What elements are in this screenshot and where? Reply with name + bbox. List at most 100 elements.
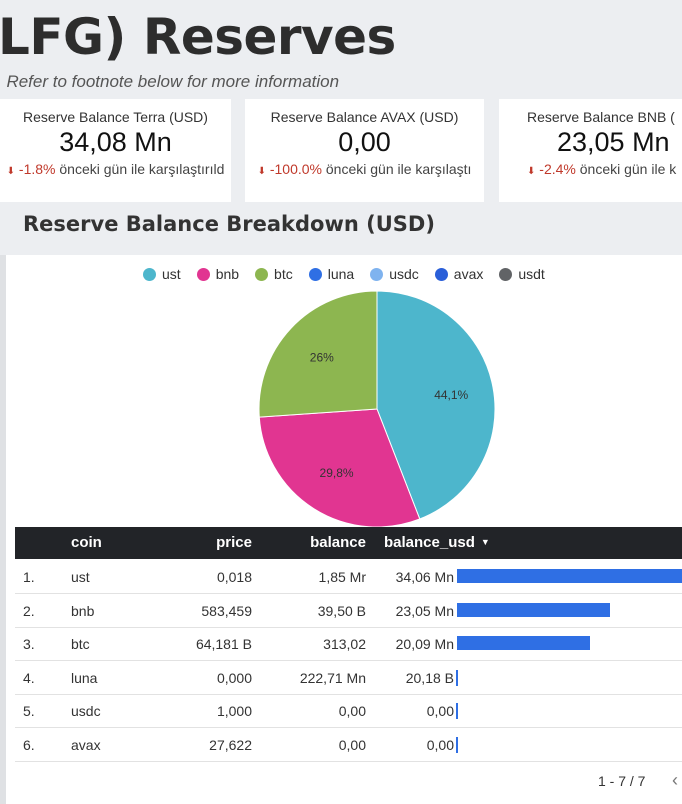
cell-price: 1,000 [216,703,252,719]
scorecard-bnb[interactable]: Reserve Balance BNB ( 23,05 Mn ⬇ -2.4% ö… [499,99,682,202]
cell-balance: 222,71 Mn [299,669,366,686]
legend-swatch [370,268,384,282]
row-index: 1. [23,569,35,585]
column-header-balance[interactable]: balance [310,534,366,551]
legend-label: avax [453,266,484,283]
scorecard-value: 23,05 Mn [557,127,670,157]
legend-item-bnb[interactable]: bnb [196,266,240,283]
scorecard-value: 34,08 Mn [59,127,172,157]
legend-label: usdt [518,266,545,283]
legend-item-usdc[interactable]: usdc [370,266,419,282]
cell-price: 0,000 [216,669,252,686]
cell-balance-usd: 23,05 Mn [395,602,454,619]
cell-coin: usdc [71,703,101,719]
column-header-coin[interactable]: coin [71,534,102,551]
balance-usd-bar [456,703,458,719]
cell-price: 27,622 [209,736,252,753]
table-header: coin price balance balance_usd ▼ [15,527,682,559]
legend-item-avax[interactable]: avax [434,266,484,283]
legend-swatch [499,268,513,282]
pie-label-btc: 26% [310,350,334,364]
legend-label: bnb [215,266,240,283]
cell-balance-usd: 0,00 [426,736,454,753]
scorecard-value: 0,00 [338,127,391,157]
pie-slice-btc[interactable] [258,290,378,418]
section-title: Reserve Balance Breakdown (USD) [23,212,435,236]
legend-swatch [196,268,210,282]
page-title: LFG) Reserves [0,8,396,66]
row-index: 2. [23,602,35,619]
chart-legend: ust bnb btc luna usdc avax usdt [143,265,561,283]
table-row[interactable]: 3. btc 64,181 B 313,02 20,09 Mn [15,627,682,661]
pie-slice-ust[interactable] [376,290,496,520]
delta-text: önceki gün ile karşılaştı [325,161,472,177]
cell-balance-usd: 20,09 Mn [395,636,454,652]
cell-balance: 1,85 Mr [318,569,366,585]
legend-swatch [255,268,269,282]
legend-label: btc [274,266,293,283]
scorecard-avax[interactable]: Reserve Balance AVAX (USD) 0,00 ⬇ -100.0… [245,99,484,202]
pie-chart[interactable]: 44,1% 29,8% 26% [258,290,496,528]
cell-price: 583,459 [201,602,252,619]
balance-usd-bar [457,602,610,617]
pagination-label: 1 - 7 / 7 [598,773,646,789]
row-index: 3. [23,636,35,652]
cell-balance: 39,50 B [317,602,366,619]
sort-down-icon[interactable]: ▼ [480,537,490,547]
pie-slice-bnb[interactable] [258,408,421,528]
table-row[interactable]: 2. bnb 583,459 39,50 B 23,05 Mn [15,594,682,628]
page-subtitle: . Refer to footnote below for more infor… [0,72,340,91]
scorecard-terra[interactable]: Reserve Balance Terra (USD) 34,08 Mn ⬇ -… [0,99,231,202]
down-arrow-icon: ⬇ [257,166,266,177]
legend-item-luna[interactable]: luna [308,266,355,283]
cell-balance: 0,00 [338,736,366,753]
legend-item-usdt[interactable]: usdt [499,266,545,283]
scorecard-delta: ⬇ -1.8% önceki gün ile karşılaştırıld [0,161,231,177]
legend-label: usdc [389,266,419,283]
table-row[interactable]: 5. usdc 1,000 0,00 0,00 [15,694,682,728]
delta-text: önceki gün ile karşılaştırıld [59,161,225,177]
delta-percent: -1.8% [18,161,56,177]
delta-text: önceki gün ile k [579,161,677,177]
cell-balance-usd: 34,06 Mn [395,569,454,585]
legend-swatch [143,268,156,282]
cell-coin: btc [71,636,90,652]
scorecard-label: Reserve Balance BNB ( [527,109,675,125]
legend-item-ust[interactable]: ust [143,266,181,282]
legend-swatch [308,268,322,282]
row-index: 4. [23,669,35,686]
left-divider [0,255,6,804]
delta-percent: -2.4% [539,161,576,177]
scorecard-label: Reserve Balance Terra (USD) [23,109,208,125]
row-index: 6. [23,736,35,753]
chevron-left-icon[interactable]: ‹ [672,770,678,790]
balance-usd-bar [457,569,682,583]
scorecard-delta: ⬇ -2.4% önceki gün ile k [527,161,682,177]
delta-percent: -100.0% [269,161,322,177]
cell-coin: avax [71,736,101,753]
balance-usd-bar [456,736,458,753]
table-row[interactable]: 4. luna 0,000 222,71 Mn 20,18 B [15,661,682,695]
legend-label: luna [327,266,355,283]
cell-coin: ust [71,569,90,585]
cell-balance: 313,02 [323,636,366,652]
down-arrow-icon: ⬇ [6,166,16,177]
pie-label-bnb: 29,8% [320,466,354,480]
scorecard-delta: ⬇ -100.0% önceki gün ile karşılaştı [245,161,484,177]
column-header-balance-usd[interactable]: balance_usd ▼ [384,534,490,551]
pie-label-ust: 44,1% [434,388,468,402]
legend-label: ust [162,266,181,283]
scorecard-label: Reserve Balance AVAX (USD) [270,109,459,125]
balance-usd-bar [456,669,458,686]
cell-balance-usd: 0,00 [426,703,454,719]
balance-usd-bar [457,636,591,650]
legend-swatch [434,268,448,282]
table-row[interactable]: 6. avax 27,622 0,00 0,00 [15,728,682,762]
cell-balance: 0,00 [338,703,366,719]
legend-item-btc[interactable]: btc [255,266,293,282]
down-arrow-icon: ⬇ [527,166,536,177]
table-row[interactable]: 1. ust 0,018 1,85 Mr 34,06 Mn [15,560,682,594]
column-header-price[interactable]: price [216,534,252,551]
row-index: 5. [23,703,35,719]
cell-price: 64,181 B [195,636,252,652]
